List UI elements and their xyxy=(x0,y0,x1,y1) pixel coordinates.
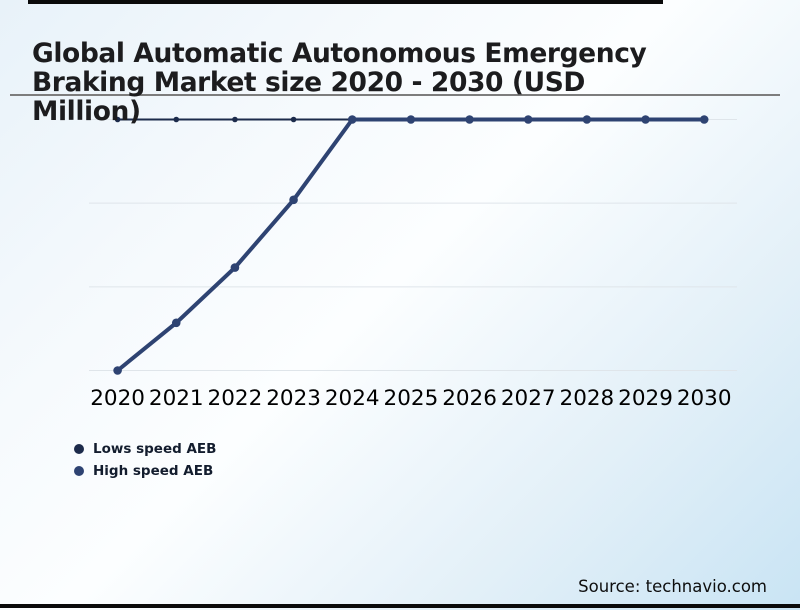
data-point xyxy=(347,115,357,124)
data-point xyxy=(114,116,121,123)
x-axis-label: 2022 xyxy=(208,386,263,411)
x-axis-label: 2025 xyxy=(384,386,439,411)
data-point xyxy=(523,115,533,124)
data-point xyxy=(699,115,709,124)
x-axis-label: 2030 xyxy=(677,386,732,411)
data-point xyxy=(230,263,240,272)
legend-dot-high-speed xyxy=(74,466,84,476)
data-point xyxy=(173,116,180,123)
top-accent-bar xyxy=(28,0,663,4)
series-line-1 xyxy=(116,117,705,373)
data-point xyxy=(582,115,592,124)
chart-legend: Lows speed AEB High speed AEB xyxy=(74,438,216,482)
page-title-line-3: Million) xyxy=(32,95,141,127)
x-axis-label: 2020 xyxy=(90,386,145,411)
page-title-line-1: Global Automatic Autonomous Emergency xyxy=(32,37,647,69)
x-axis-label: 2024 xyxy=(325,386,380,411)
data-point xyxy=(290,116,297,123)
data-point xyxy=(406,115,416,124)
data-point xyxy=(641,115,650,124)
legend-dot-lows-speed xyxy=(74,444,84,454)
x-axis-label: 2023 xyxy=(266,386,321,411)
data-point xyxy=(232,116,238,123)
x-axis-label: 2021 xyxy=(149,386,204,411)
page-title: Global Automatic Autonomous Emergency Br… xyxy=(32,39,747,126)
x-axis-label: 2028 xyxy=(560,386,615,411)
data-point xyxy=(171,318,181,328)
page-title-line-2: Braking Market size 2020 - 2030 (USD xyxy=(32,66,585,98)
legend-item-high-speed-aeb: High speed AEB xyxy=(74,460,216,482)
legend-label: High speed AEB xyxy=(93,463,214,479)
data-point xyxy=(289,195,298,205)
header-divider-line xyxy=(10,94,780,96)
source-attribution: Source: technavio.com xyxy=(578,577,767,596)
x-axis-label: 2029 xyxy=(618,386,673,411)
data-point xyxy=(465,115,474,124)
legend-item-lows-speed-aeb: Lows speed AEB xyxy=(74,438,216,460)
bottom-accent-bar xyxy=(0,604,800,608)
data-point xyxy=(113,366,122,375)
legend-label: Lows speed AEB xyxy=(93,441,217,457)
x-axis-label: 2026 xyxy=(442,386,497,411)
x-axis-label: 2027 xyxy=(501,386,556,411)
